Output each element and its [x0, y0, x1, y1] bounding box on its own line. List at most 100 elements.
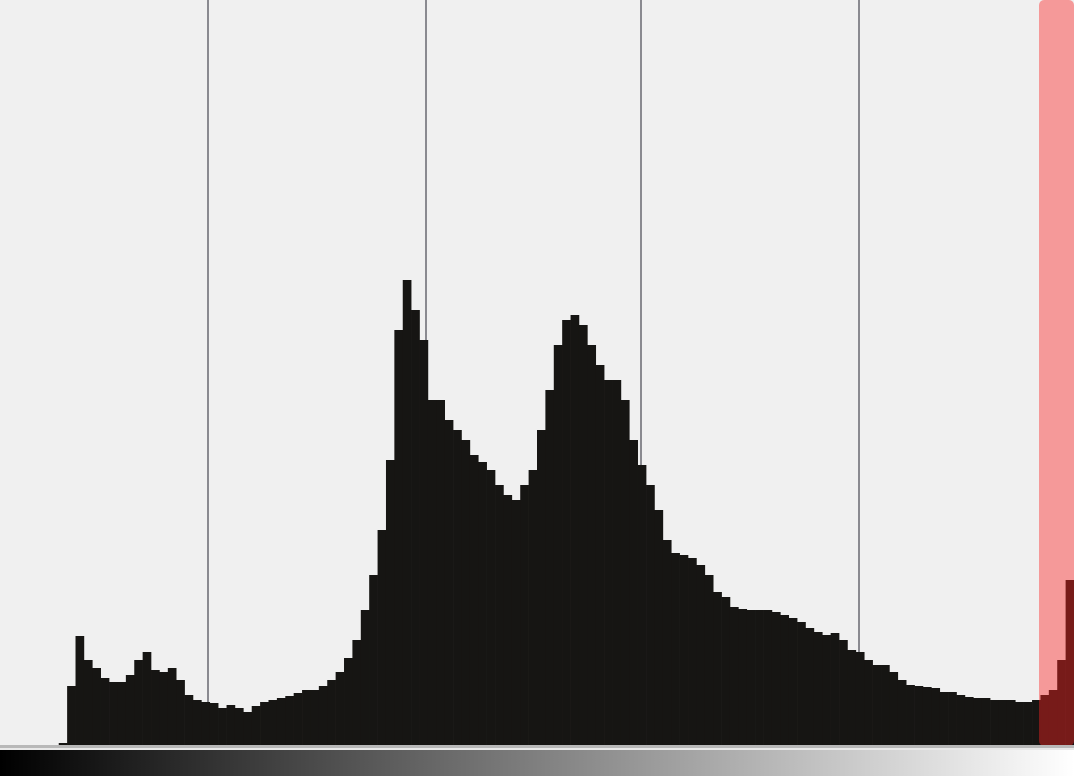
- bar: [268, 700, 278, 746]
- bar: [537, 430, 546, 746]
- bar: [394, 330, 404, 746]
- bar: [461, 440, 471, 746]
- clipping-highlight: [1039, 0, 1074, 746]
- bar: [881, 665, 890, 746]
- bar: [604, 380, 613, 746]
- bar: [973, 698, 983, 746]
- bar: [922, 687, 932, 746]
- bar: [411, 310, 420, 746]
- bar: [738, 609, 748, 746]
- bar: [1065, 580, 1074, 746]
- bar: [620, 400, 630, 746]
- bar: [1040, 695, 1050, 746]
- bar: [847, 650, 857, 746]
- bar: [201, 702, 211, 746]
- bar: [520, 485, 529, 746]
- gradient-bar: [0, 750, 1074, 776]
- bar: [629, 440, 638, 746]
- bar: [369, 575, 378, 746]
- bar: [746, 610, 756, 746]
- bar: [427, 400, 437, 746]
- bar: [553, 345, 563, 746]
- bar: [67, 686, 76, 746]
- bar: [486, 470, 496, 746]
- bar: [1006, 700, 1016, 746]
- bars: [58, 280, 1074, 746]
- bar: [855, 652, 865, 746]
- bar: [184, 695, 194, 746]
- bar: [587, 345, 597, 746]
- bar: [595, 365, 605, 746]
- bar: [805, 628, 815, 746]
- bar: [444, 420, 454, 746]
- bar: [176, 680, 185, 746]
- bar: [671, 553, 680, 746]
- bar: [218, 708, 227, 746]
- bar: [688, 558, 697, 746]
- bar: [679, 555, 689, 746]
- bar: [478, 462, 487, 746]
- bar: [117, 682, 127, 746]
- bar: [151, 670, 160, 746]
- bar: [327, 680, 336, 746]
- bar: [100, 678, 110, 746]
- bar: [721, 597, 731, 746]
- bar: [125, 675, 135, 746]
- bar: [276, 698, 286, 746]
- bar: [864, 660, 873, 746]
- bar: [755, 610, 764, 746]
- bar: [142, 652, 152, 746]
- bar: [377, 530, 387, 746]
- bar: [545, 390, 555, 746]
- bar: [335, 672, 345, 746]
- bar: [578, 325, 588, 746]
- bar: [570, 315, 580, 746]
- bar: [562, 320, 571, 746]
- bar: [511, 500, 521, 746]
- bar: [872, 665, 882, 746]
- bar: [813, 632, 823, 746]
- bar: [159, 672, 169, 746]
- bar: [654, 510, 664, 746]
- bar: [612, 380, 622, 746]
- bar: [763, 610, 773, 746]
- bar: [729, 607, 739, 746]
- bar: [948, 692, 957, 746]
- bar: [495, 485, 504, 746]
- bar: [830, 633, 840, 746]
- bar: [528, 470, 538, 746]
- baseline: [0, 745, 1074, 748]
- bar: [134, 660, 143, 746]
- bar: [436, 400, 446, 746]
- bar: [419, 340, 429, 746]
- bar: [243, 712, 253, 746]
- bar: [75, 636, 85, 746]
- bar: [402, 280, 412, 746]
- bar: [167, 668, 177, 746]
- bar: [234, 708, 244, 746]
- bar: [1015, 702, 1024, 746]
- bar: [260, 702, 269, 746]
- separator: [0, 748, 1074, 750]
- bar: [662, 540, 672, 746]
- bar: [1023, 702, 1033, 746]
- bar: [897, 680, 907, 746]
- bar: [956, 695, 966, 746]
- bar: [109, 682, 118, 746]
- bar: [58, 743, 68, 746]
- bar: [352, 640, 362, 746]
- bar: [92, 668, 101, 746]
- bar: [360, 610, 370, 746]
- bar: [939, 692, 949, 746]
- bar: [704, 575, 714, 746]
- bar: [797, 622, 806, 746]
- bar: [83, 660, 93, 746]
- bar: [981, 698, 991, 746]
- bar: [637, 465, 647, 746]
- bar: [209, 703, 219, 746]
- bar: [293, 693, 303, 746]
- bar: [226, 705, 236, 746]
- bar: [914, 686, 924, 746]
